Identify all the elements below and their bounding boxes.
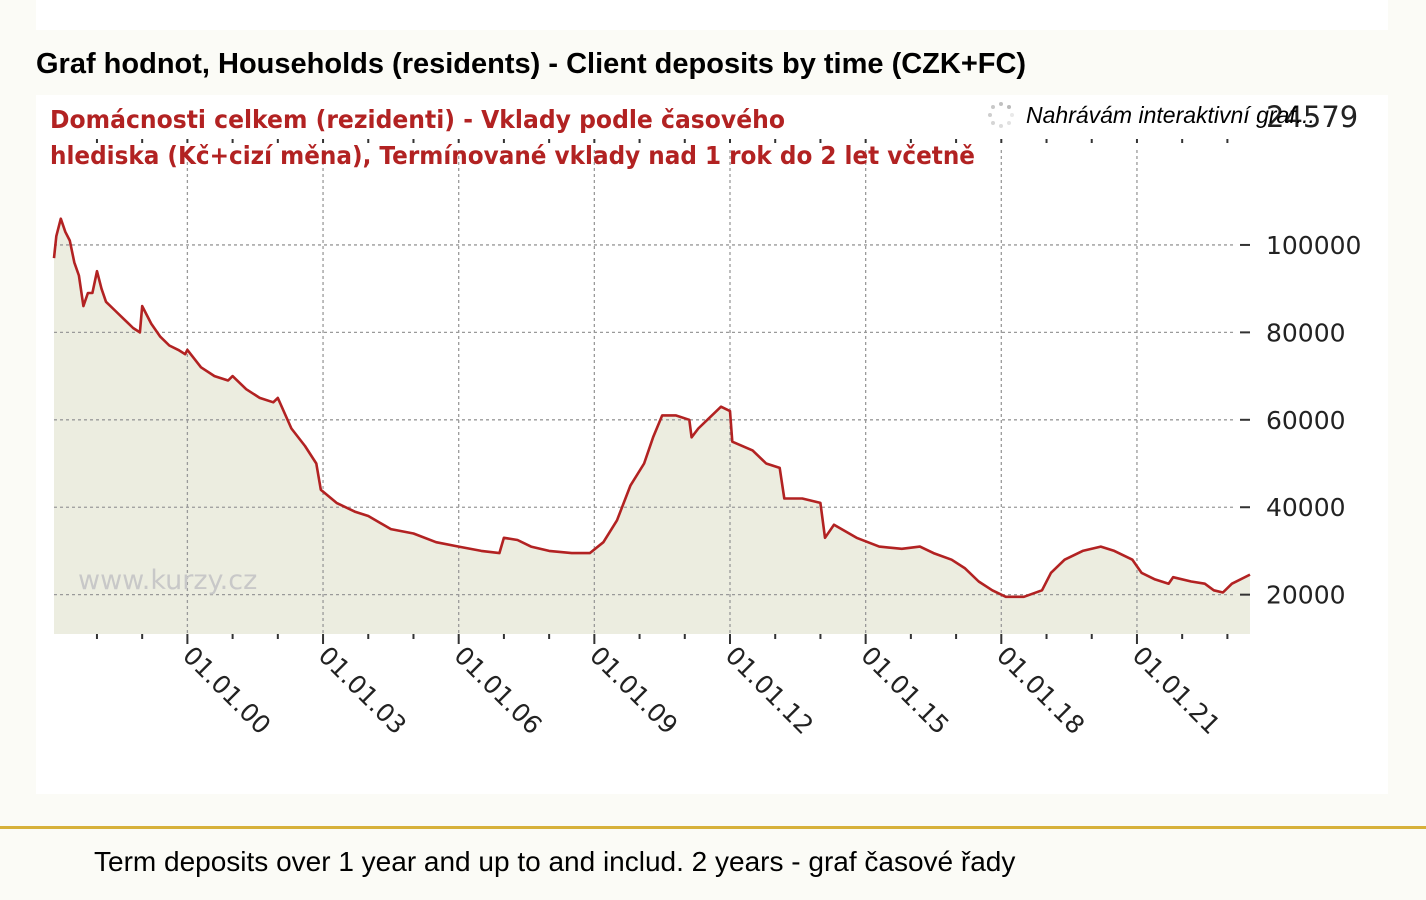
x-tick-label: 01.01.06 [448, 641, 547, 740]
y-tick-label: 60000 [1266, 406, 1346, 435]
y-tick-label: 80000 [1266, 318, 1346, 347]
page-title: Graf hodnot, Households (residents) - Cl… [36, 48, 1027, 80]
y-tick-label: 40000 [1266, 493, 1346, 522]
loading-indicator: Nahrávám interaktivní graf... [986, 95, 1315, 135]
series-area [54, 218, 1250, 634]
chart-title-line: Domácnosti celkem (rezidenti) - Vklady p… [50, 105, 785, 134]
chart-frame: 20000 40000 60000 80000 100000 01.01.00 01.01.… [36, 95, 1388, 794]
footer-divider [0, 826, 1426, 829]
spinner-dot [999, 124, 1003, 128]
x-tick-label: 01.01.09 [584, 641, 683, 740]
x-tick-label: 01.01.12 [720, 641, 819, 740]
series-line [52, 217, 1251, 599]
spinner-dot [988, 113, 992, 117]
last-value-label: 24579 [1266, 100, 1358, 134]
x-tick-label: 01.01.00 [177, 641, 276, 740]
spinner-dot [1010, 113, 1014, 117]
time-series-chart: 20000 40000 60000 80000 100000 01.01.00 01.01.… [50, 100, 1361, 740]
watermark: www.kurzy.cz [78, 565, 257, 596]
spinner-dot [991, 105, 996, 110]
loading-text: Nahrávám interaktivní graf... [1026, 101, 1315, 128]
spinner-dot [1006, 105, 1011, 110]
x-tick-label: 01.01.21 [1127, 641, 1226, 740]
y-tick-label: 20000 [1266, 581, 1346, 610]
x-tick-label: 01.01.03 [313, 641, 412, 740]
spinner-dot [999, 102, 1003, 106]
x-tick-label: 01.01.18 [991, 641, 1090, 740]
spinner-icon [986, 100, 1016, 130]
x-tick-label: 01.01.15 [855, 641, 954, 740]
chart-title-line: hlediska (Kč+cizí měna), Termínované vkl… [50, 141, 975, 170]
spinner-dot [991, 120, 996, 125]
footer-caption: Term deposits over 1 year and up to and … [94, 846, 1016, 877]
top-panel [36, 0, 1388, 30]
y-tick-label: 100000 [1266, 231, 1361, 260]
spinner-dot [1006, 120, 1011, 125]
